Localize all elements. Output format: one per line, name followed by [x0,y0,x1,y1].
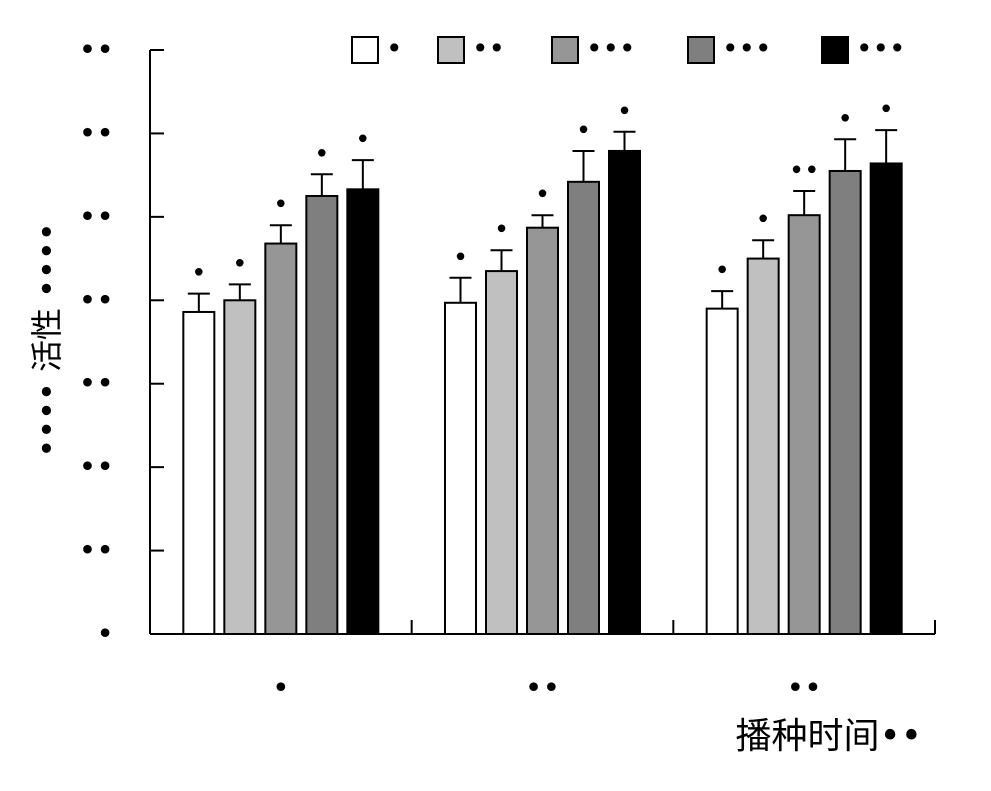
significance-label: • [273,190,288,220]
y-axis-ticks: ••••••••••••••• [79,33,164,652]
legend-label: • [386,32,403,65]
bar [346,188,380,635]
y-tick-label: •• [79,200,114,235]
significance-label: • [232,249,247,279]
significance-label: • [355,125,370,155]
significance-label: • [535,180,550,210]
x-tick-label: •• [525,671,560,706]
bar [526,226,559,635]
bar [264,242,298,635]
bar [485,270,518,635]
y-tick-label: •• [79,534,114,569]
legend-swatch [351,36,379,64]
bar [223,299,257,635]
legend-label: ••• [586,32,636,65]
x-axis-ticks: • •• •• [272,671,822,706]
bar [746,257,780,635]
significance-label: • [714,256,729,286]
significance-label: • [453,243,468,273]
bar [608,149,641,635]
significance-label: • [837,104,852,134]
bar [444,301,477,635]
significance-label: • [617,97,632,127]
legend: • •• ••• ••• ••• [351,32,906,65]
legend-label: ••• [722,32,772,65]
y-tick-label: •• [79,283,114,318]
x-axis-label: 播种时间•• [736,716,922,757]
significance-label: •• [789,156,820,186]
significance-label: • [314,139,329,169]
significance-label: • [576,116,591,146]
bar [567,180,600,635]
legend-label: •• [472,32,505,65]
bar [787,214,821,635]
bar [182,310,216,635]
x-tick-label: • [272,671,290,706]
significance-label: • [878,95,893,125]
x-tick-label: •• [786,671,821,706]
y-tick-label: •• [79,367,114,402]
bar [705,307,739,635]
legend-label: ••• [856,32,906,65]
legend-swatch [551,36,579,64]
legend-swatch [437,36,465,64]
bar [305,195,339,635]
y-tick-label: •• [79,116,114,151]
bars-layer: • ••• ••••••••••• • [182,95,903,635]
y-tick-label: • [96,617,114,652]
significance-label: • [755,205,770,235]
bar [869,162,903,635]
y-axis-label: •••• 活性 •••• [28,222,66,457]
y-tick-label: •• [79,33,114,68]
significance-label: • [191,259,206,289]
bar [828,169,862,635]
y-tick-label: •• [79,450,114,485]
significance-label: • [494,215,509,245]
legend-swatch [821,36,849,64]
legend-swatch [687,36,715,64]
